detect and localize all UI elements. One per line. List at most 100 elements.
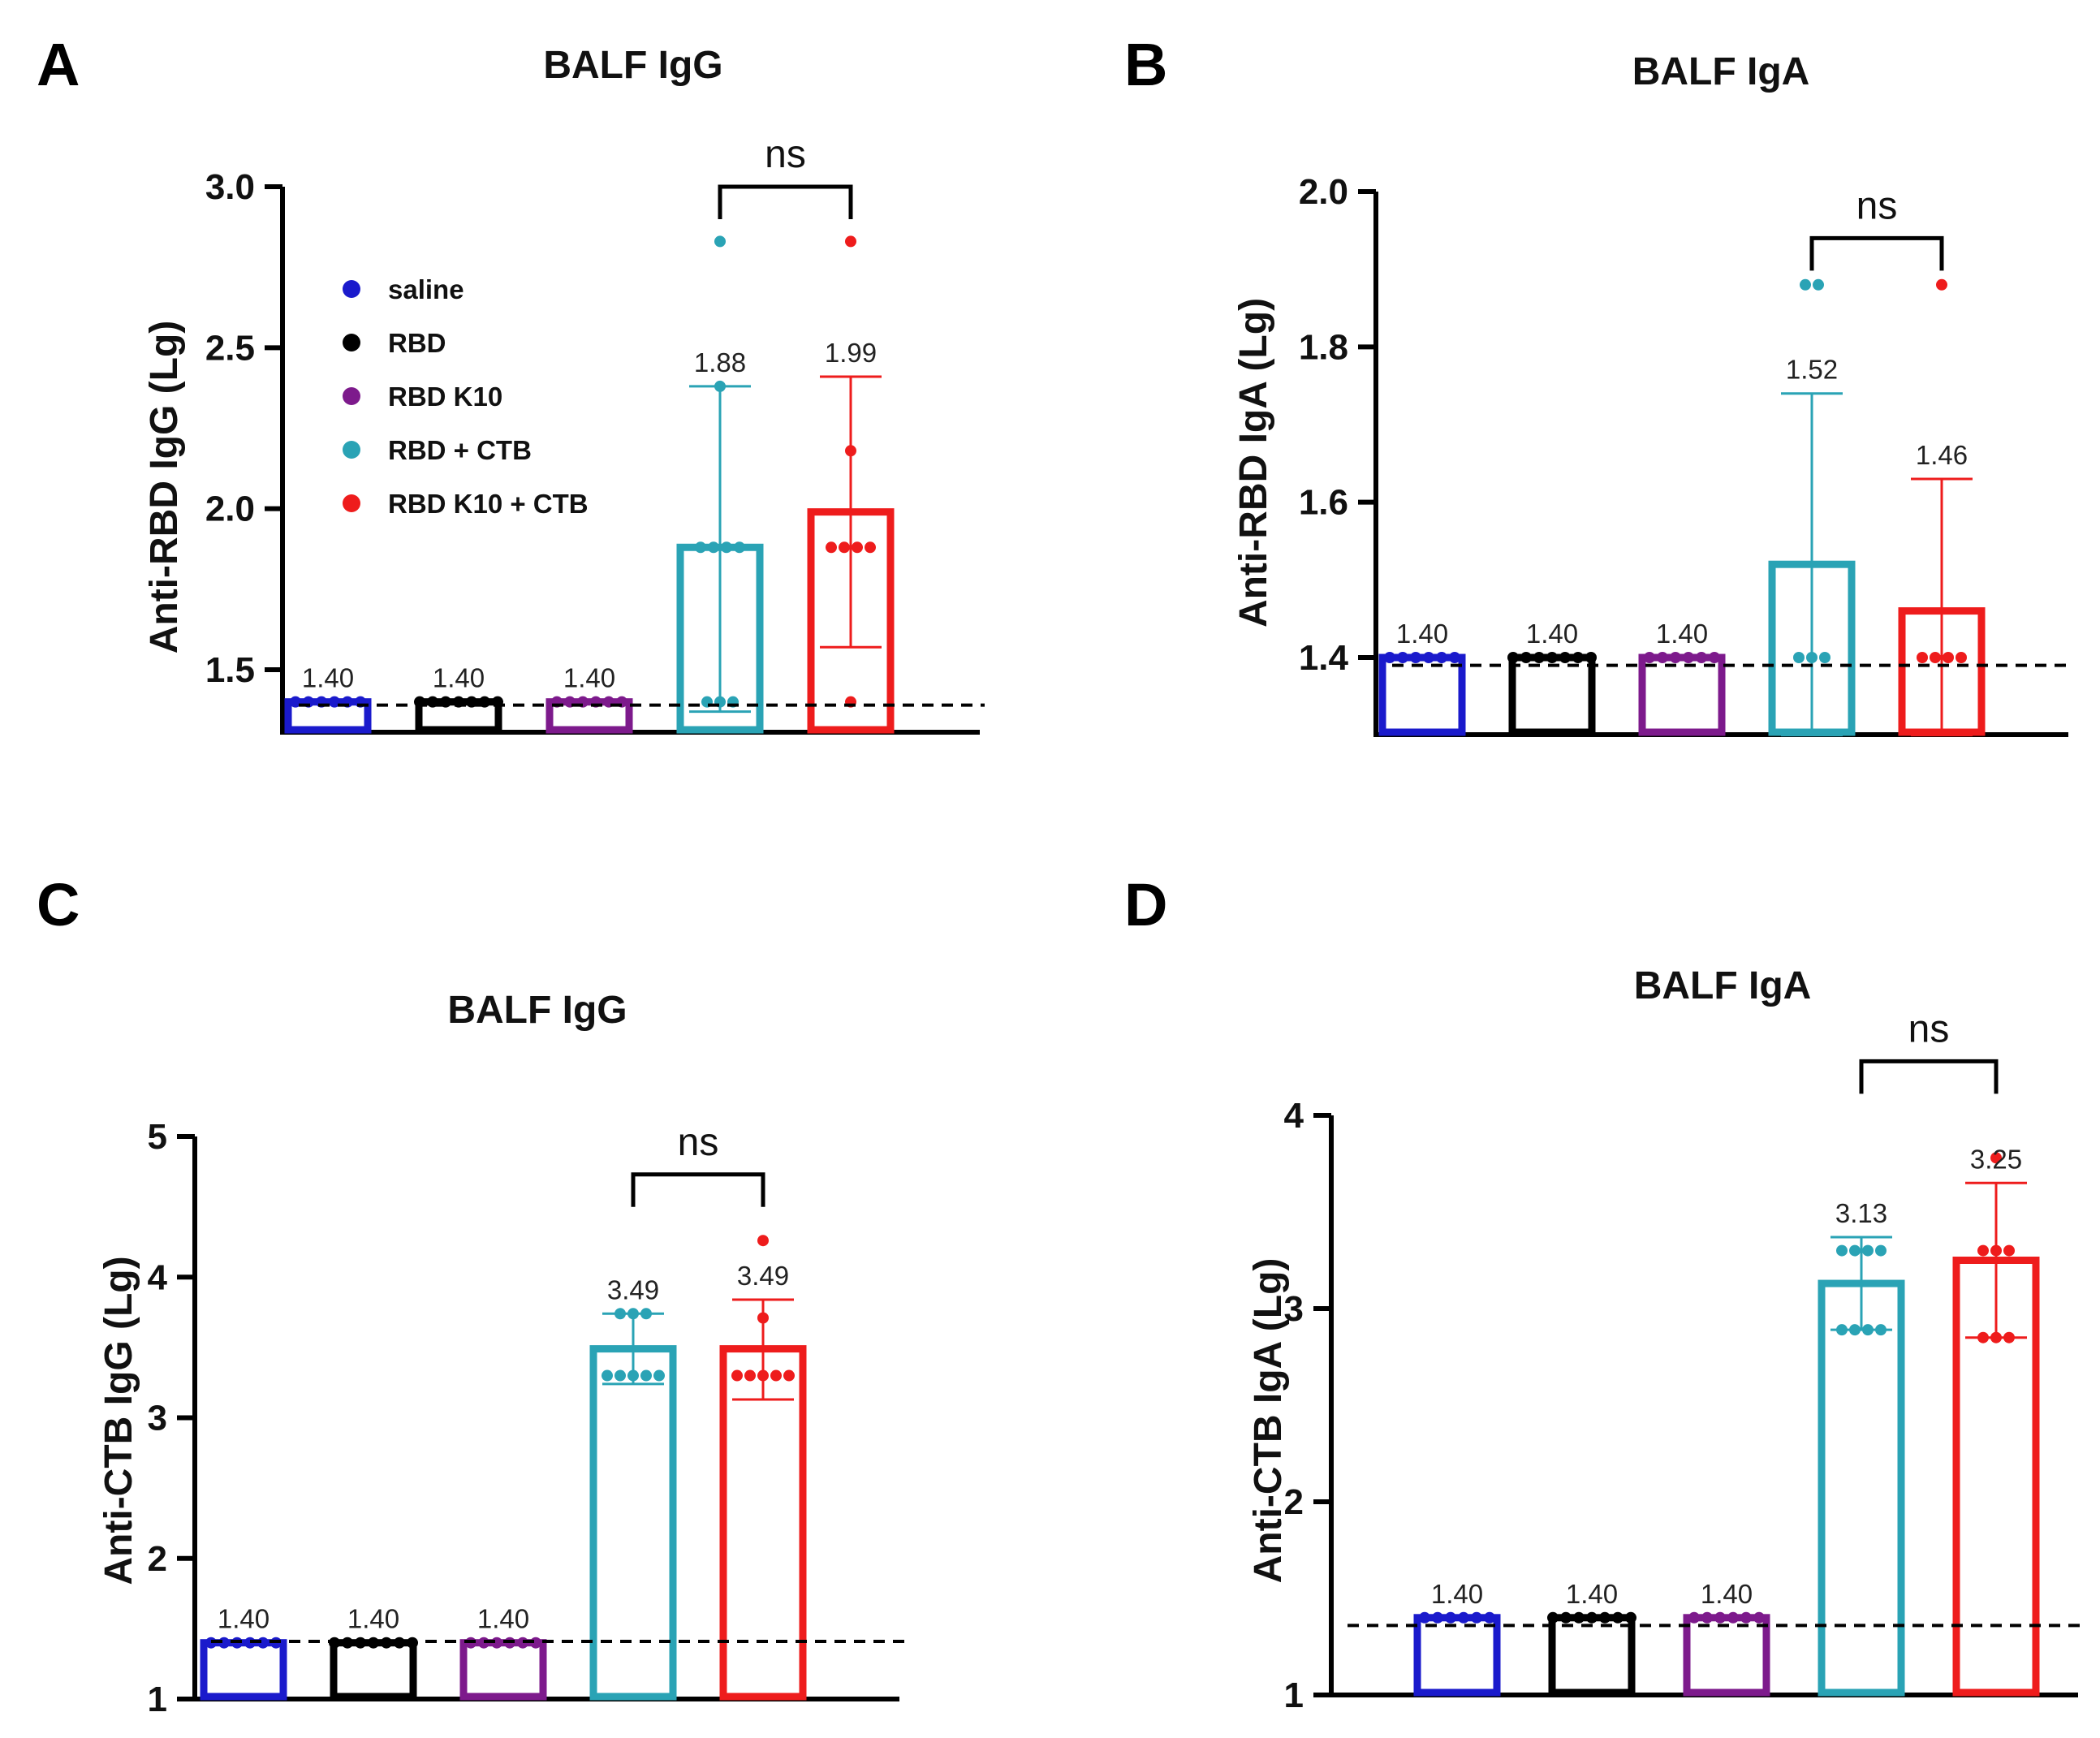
chart-b-data-point xyxy=(1520,652,1532,663)
chart-c-bar xyxy=(330,1639,417,1701)
chart-d-bar xyxy=(1548,1614,1636,1697)
chart-a-data-point xyxy=(708,541,719,554)
chart-d: 1 2 3 4 1.40 1.40 1.40 3.13 3.25 ns xyxy=(1284,1007,2083,1715)
chart-a-value-label: 1.99 xyxy=(825,338,877,368)
chart-a-data-point xyxy=(714,380,726,392)
chart-c-data-point xyxy=(783,1369,795,1382)
chart-c-data-point xyxy=(627,1369,639,1382)
chart-b-significance-bracket xyxy=(1809,235,1944,271)
chart-a-data-point xyxy=(734,541,745,554)
chart-b-data-point xyxy=(1384,652,1395,663)
chart-b-y-tick-label: 1.4 xyxy=(1299,638,1349,678)
chart-d-bar xyxy=(1683,1614,1770,1697)
chart-a-y-tick-label: 2.0 xyxy=(205,489,255,529)
chart-d-y-tick-label: 1 xyxy=(1284,1675,1304,1715)
chart-a-data-point xyxy=(290,696,301,708)
chart-b-data-point xyxy=(1930,652,1941,663)
chart-c-data-point xyxy=(731,1369,743,1382)
chart-b-value-label: 1.40 xyxy=(1656,619,1708,649)
legend-marker-saline xyxy=(343,280,360,298)
chart-d-data-point xyxy=(2003,1244,2015,1257)
chart-c-data-point xyxy=(627,1308,639,1320)
chart-c-significance-bracket xyxy=(631,1172,765,1207)
chart-c-value-label: 3.49 xyxy=(607,1274,659,1305)
chart-c: 1 2 3 4 5 1.40 1.40 1.40 3.49 3.49 ns xyxy=(148,1117,904,1719)
chart-b-bar xyxy=(1508,653,1596,736)
chart-d-value-label: 1.40 xyxy=(1566,1579,1618,1609)
chart-a-y-tick-label: 2.5 xyxy=(205,328,255,368)
chart-b-data-point xyxy=(1410,652,1421,663)
legend-marker-rbd-ctb xyxy=(343,441,360,459)
legend-label-rbd-k10: RBD K10 xyxy=(388,382,502,412)
panel-letter-a: A xyxy=(37,31,80,98)
chart-d-data-point xyxy=(1753,1611,1765,1624)
chart-b-data-point xyxy=(1813,278,1824,291)
chart-a-data-point xyxy=(714,235,726,248)
chart-a-data-point xyxy=(845,235,856,248)
chart-a-significance-bracket xyxy=(718,184,853,219)
chart-a-data-point xyxy=(721,541,732,554)
chart-d-data-point xyxy=(1714,1611,1726,1624)
chart-d-title: BALF IgA xyxy=(1634,964,1812,1007)
chart-b-value-label: 1.46 xyxy=(1916,440,1968,470)
chart-d-data-point xyxy=(1586,1611,1598,1624)
chart-b-data-point xyxy=(1397,652,1408,663)
chart-b-title: BALF IgA xyxy=(1632,50,1810,93)
chart-c-y-tick-label: 5 xyxy=(148,1117,167,1157)
chart-b-bar xyxy=(1638,653,1726,736)
chart-d-data-point xyxy=(1977,1331,1989,1343)
chart-d-significance-bracket xyxy=(1859,1059,1999,1094)
chart-b-data-point xyxy=(1936,278,1947,291)
chart-d-data-point xyxy=(1432,1611,1443,1624)
chart-d-data-point xyxy=(1836,1244,1848,1257)
chart-a-data-point xyxy=(839,541,850,554)
chart-c-bar xyxy=(200,1639,287,1701)
chart-c-value-label: 3.49 xyxy=(737,1261,789,1291)
chart-a: 1.5 2.0 2.5 3.0 1.40 1.40 1.40 1.88 1.99 ns xyxy=(205,133,985,735)
chart-d-data-point xyxy=(1445,1611,1456,1624)
chart-d-data-point xyxy=(1484,1611,1495,1624)
chart-c-bar xyxy=(719,1345,807,1701)
chart-a-data-point xyxy=(852,541,863,554)
chart-b-data-point xyxy=(1559,652,1571,663)
chart-d-y-tick-label: 2 xyxy=(1284,1482,1304,1522)
chart-c-y-tick-label: 4 xyxy=(148,1257,168,1297)
chart-c-bar xyxy=(459,1639,547,1701)
chart-c-significance-label: ns xyxy=(678,1121,719,1164)
chart-b-data-point xyxy=(1423,652,1434,663)
chart-d-data-point xyxy=(1458,1611,1469,1624)
chart-d-data-point xyxy=(1727,1611,1739,1624)
chart-b: 1.4 1.6 1.8 2.0 1.40 1.40 1.40 1.52 1.46 ns xyxy=(1299,172,2073,737)
chart-c-data-point xyxy=(744,1369,756,1382)
chart-b-y-tick-label: 1.6 xyxy=(1299,483,1348,523)
chart-c-value-label: 1.40 xyxy=(477,1604,529,1634)
chart-b-data-point xyxy=(1696,652,1707,663)
chart-b-data-point xyxy=(1709,652,1720,663)
chart-c-title: BALF IgG xyxy=(447,989,627,1032)
chart-d-data-point xyxy=(1701,1611,1713,1624)
legend-label-rbd-ctb: RBD + CTB xyxy=(388,435,532,465)
legend-label-rbd: RBD xyxy=(388,328,446,358)
legend-label-rbd-k10-ctb: RBD K10 + CTB xyxy=(388,489,589,519)
chart-d-value-label: 1.40 xyxy=(1701,1579,1753,1609)
chart-a-data-point xyxy=(329,696,340,708)
chart-b-data-point xyxy=(1436,652,1447,663)
chart-b-data-point xyxy=(1546,652,1558,663)
chart-c-data-point xyxy=(614,1308,626,1320)
chart-c-y-tick-label: 3 xyxy=(148,1399,167,1438)
legend-marker-rbd xyxy=(343,334,360,351)
chart-a-value-label: 1.88 xyxy=(694,347,746,377)
chart-a-value-label: 1.40 xyxy=(302,663,354,693)
chart-a-value-label: 1.40 xyxy=(563,663,615,693)
chart-b-data-point xyxy=(1585,652,1597,663)
chart-d-data-point xyxy=(1740,1611,1752,1624)
chart-c-data-point xyxy=(640,1308,652,1320)
chart-a-data-point xyxy=(865,541,876,554)
chart-b-significance-label: ns xyxy=(1856,184,1898,227)
panel-letter-d: D xyxy=(1124,871,1167,938)
chart-c-data-point xyxy=(602,1369,613,1382)
chart-b-y-axis-label: Anti-RBD IgA (Lg) xyxy=(1232,298,1275,627)
chart-b-data-point xyxy=(1956,652,1967,663)
chart-a-title: BALF IgG xyxy=(543,44,722,87)
